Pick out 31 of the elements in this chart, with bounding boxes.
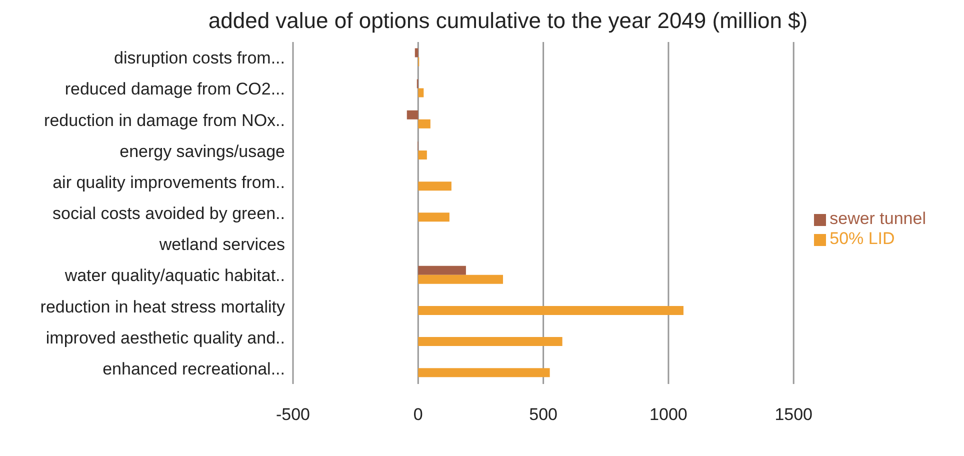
y-tick-label: reduced damage from CO2... — [64, 80, 285, 99]
bar — [418, 368, 550, 378]
y-tick-label: enhanced recreational... — [102, 359, 285, 378]
y-tick-label: water quality/aquatic habitat.. — [64, 266, 285, 286]
legend-label: sewer tunnel — [830, 209, 926, 228]
y-tick-label: improved aesthetic quality and.. — [46, 328, 285, 348]
x-tick-label: 1500 — [774, 405, 813, 424]
chart-title: added value of options cumulative to the year 2049 (million $) — [207, 8, 809, 34]
y-tick-label: energy savings/usage — [120, 142, 285, 161]
y-tick-label: disruption costs from... — [114, 48, 285, 68]
bar — [418, 274, 504, 284]
y-tick-label: wetland services — [158, 235, 285, 254]
bar — [418, 150, 427, 160]
bar — [418, 266, 466, 275]
x-tick-label: -500 — [276, 405, 310, 424]
x-tick-label: 0 — [413, 405, 423, 424]
bar — [406, 110, 418, 120]
bar — [418, 337, 562, 346]
legend-label: 50% LID — [830, 229, 895, 248]
bar — [414, 48, 418, 58]
y-tick-label: air quality improvements from.. — [52, 172, 285, 192]
bar — [418, 182, 452, 191]
bar — [418, 306, 684, 315]
y-tick-label: social costs avoided by green.. — [52, 204, 285, 224]
x-tick-label: 500 — [529, 405, 558, 424]
bar — [418, 88, 424, 98]
x-tick-label: 1000 — [650, 405, 688, 424]
y-tick-label: reduction in heat stress mortality — [40, 297, 286, 316]
bar — [418, 119, 430, 128]
bar — [418, 212, 450, 222]
y-tick-label: reduction in damage from NOx.. — [44, 110, 285, 130]
